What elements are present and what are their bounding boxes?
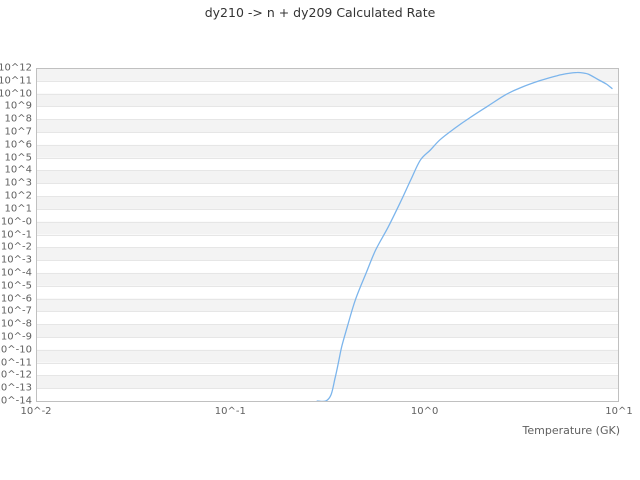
y-tick-label: 10^6: [4, 139, 32, 151]
y-tick-label: 10^-0: [0, 216, 32, 228]
x-axis-title: Temperature (GK): [522, 424, 621, 437]
y-tick-label: 10^-5: [0, 280, 32, 292]
y-tick-label: 10^-13: [0, 382, 32, 394]
y-tick-label: 10^-6: [0, 293, 32, 305]
y-tick-label: 10^-14: [0, 395, 32, 407]
y-tick-label: 10^-7: [0, 305, 32, 317]
y-tick-label: 10^3: [4, 177, 32, 189]
grid-band: [36, 144, 619, 158]
calculated-rate-curve: [316, 71, 613, 401]
x-tick-label: 10^-2: [20, 406, 52, 417]
y-tick-label: 10^9: [4, 100, 32, 112]
x-tick-label: 10^0: [410, 406, 439, 417]
y-tick-label: 10^-1: [0, 229, 32, 240]
y-tick-label: 10^1: [4, 203, 32, 215]
grid-band: [36, 93, 619, 107]
y-tick-label: 10^8: [4, 113, 32, 125]
grid-band: [36, 68, 619, 81]
y-tick-label: 10^4: [4, 164, 32, 176]
y-tick-label: 10^-8: [0, 318, 32, 330]
x-tick-label: 10^-1: [214, 406, 246, 417]
y-tick-label: 10^7: [4, 126, 32, 138]
grid-band: [36, 196, 619, 209]
grid-band: [36, 324, 619, 337]
y-tick-label: 10^-4: [0, 267, 32, 279]
y-tick-label: 10^-12: [0, 369, 32, 381]
y-tick-label: 10^5: [4, 152, 32, 164]
plot-border: [36, 68, 619, 402]
x-tick-label: 10^1: [605, 406, 633, 417]
grid-band: [36, 375, 619, 389]
y-tick-label: 10^12: [0, 62, 32, 74]
y-tick-label: 10^-11: [0, 357, 32, 369]
grid-band: [36, 298, 619, 312]
y-tick-label: 10^11: [0, 75, 32, 87]
y-tick-label: 10^-3: [0, 254, 32, 266]
y-tick-label: 10^-2: [0, 241, 32, 253]
grid-band: [36, 272, 619, 286]
grid-band: [36, 170, 619, 184]
chart-title: dy210 -> n + dy209 Calculated Rate: [204, 5, 436, 20]
grid-band: [36, 247, 619, 261]
alternating-bands: [36, 68, 619, 389]
horizontal-gridlines: [36, 68, 619, 402]
grid-band: [36, 349, 619, 363]
y-tick-label: 10^-9: [0, 331, 32, 343]
y-tick-label: 10^-10: [0, 344, 32, 356]
grid-band: [36, 221, 619, 235]
y-tick-label: 10^10: [0, 88, 32, 100]
grid-band: [36, 119, 619, 133]
y-tick-label: 10^2: [4, 190, 32, 202]
